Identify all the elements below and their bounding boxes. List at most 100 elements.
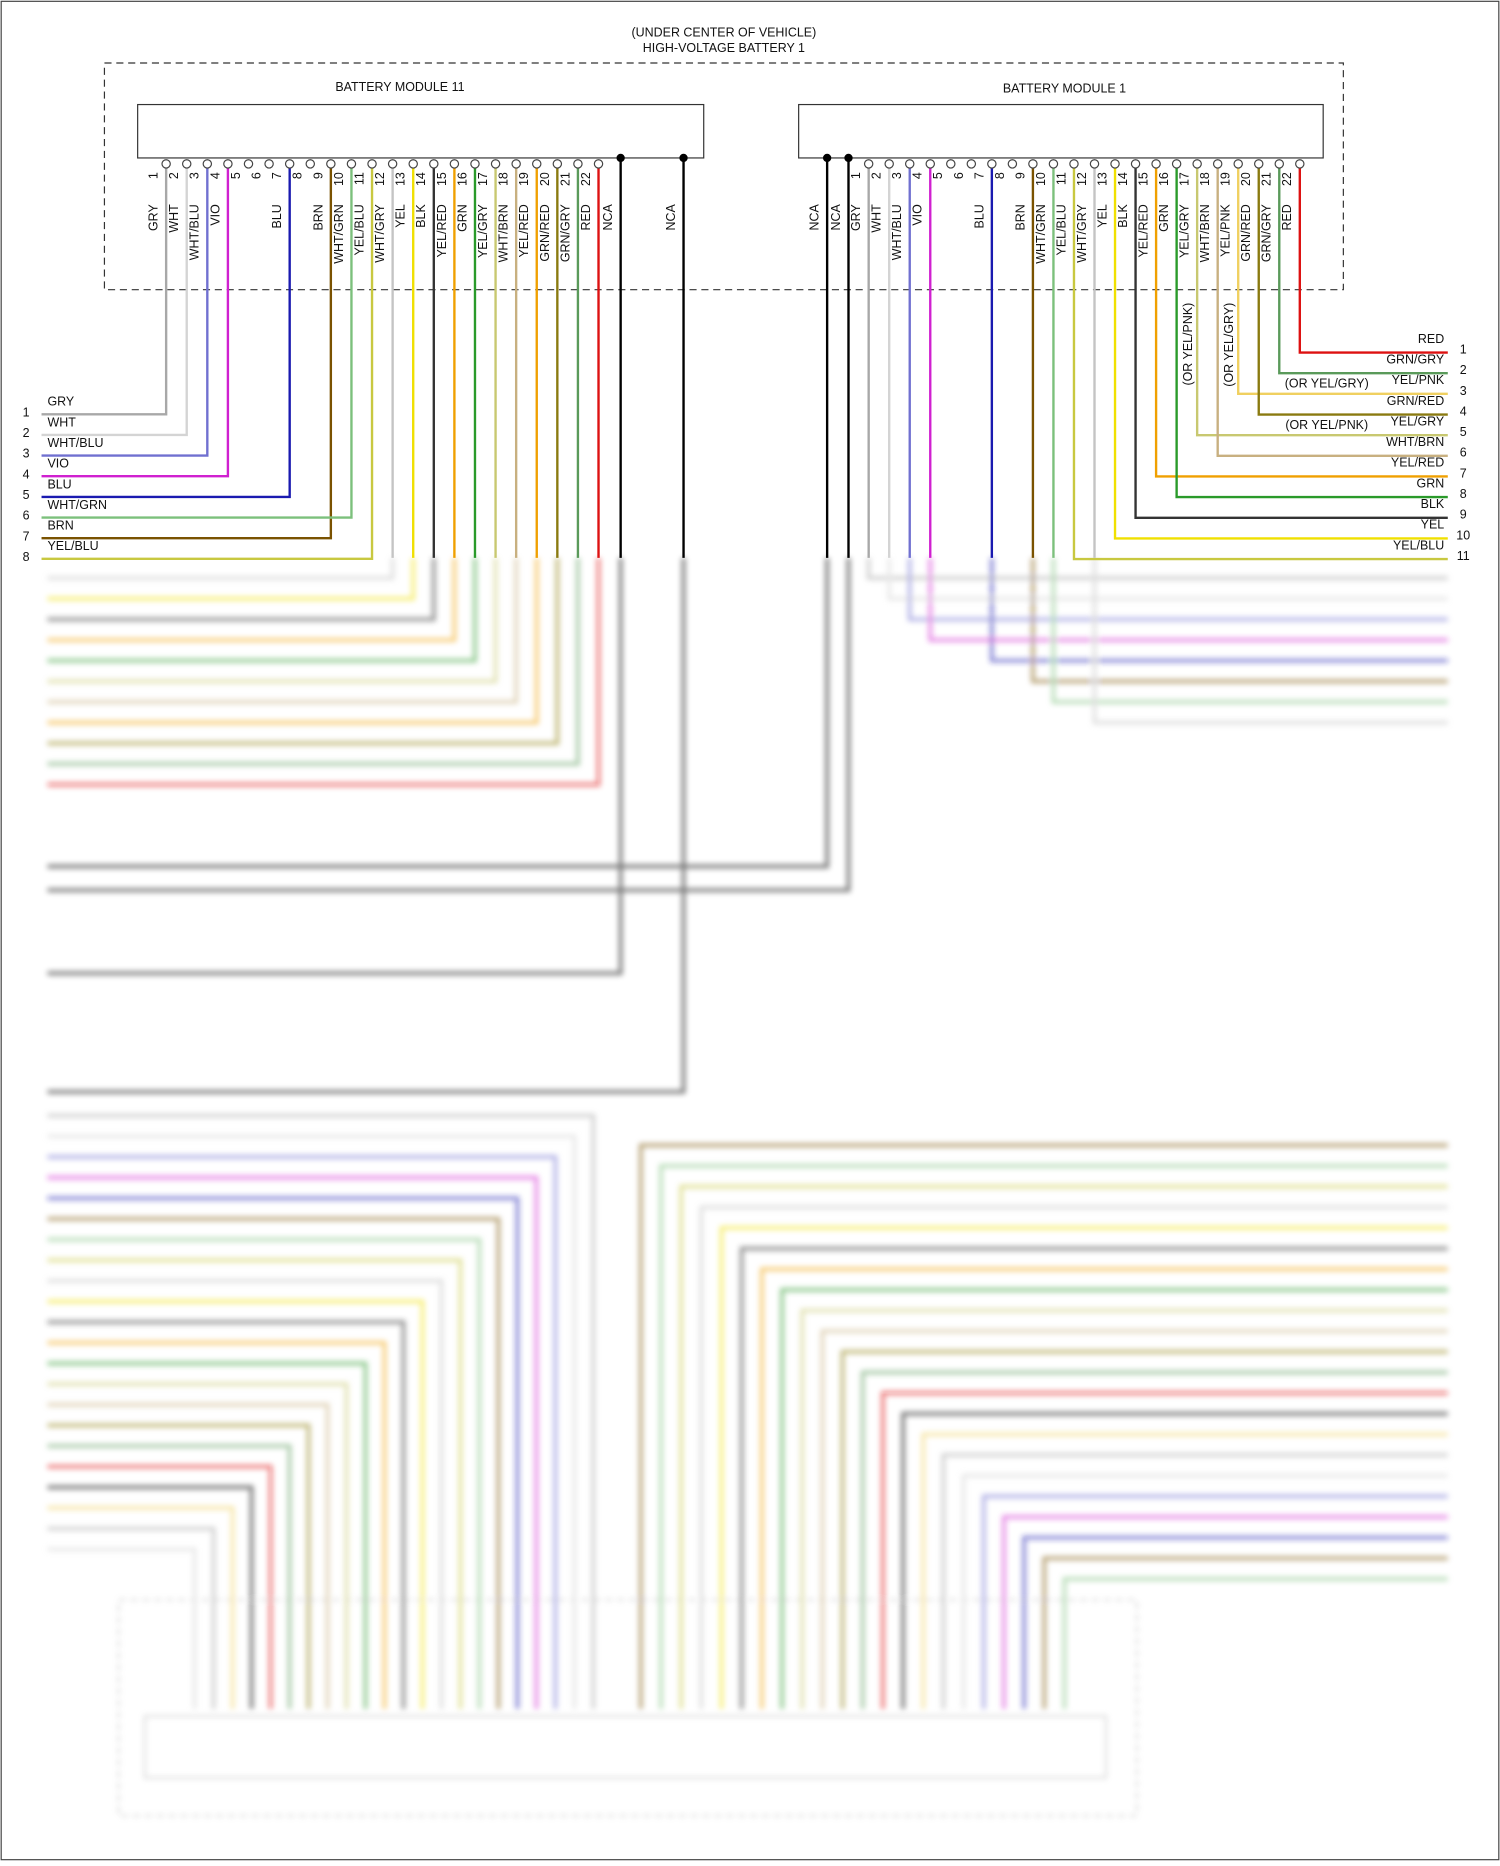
obscured-area [47,557,1448,1817]
pin [264,159,274,169]
pin [1274,159,1285,169]
wire [47,557,477,663]
wire-label: NCA [829,204,843,231]
wire [47,557,601,787]
pin-number: 4 [911,172,925,179]
wire-label: NCA [601,204,615,231]
wire [840,1350,1448,1709]
wire [47,1258,463,1709]
wire [47,1299,425,1709]
pin [387,159,398,169]
wire [47,1196,520,1709]
wire [719,1226,1448,1709]
pin-number: 5 [229,172,243,179]
wire [47,1361,368,1709]
wire [1031,557,1448,684]
connector-wire: WHT [47,415,76,429]
pin [1007,159,1018,169]
connector-wire: YEL/GRY [1390,414,1444,428]
pin-number: 2 [870,172,884,179]
wire [41,168,188,437]
wire [1278,168,1448,375]
pin-number: 18 [1198,172,1212,186]
connector-wire: VIO [47,457,69,471]
wire-label: GRN [455,204,469,232]
pin-number: 6 [952,172,966,179]
wire [699,1205,1448,1709]
pin [573,159,583,169]
pin-number: 16 [1157,172,1171,186]
wire [47,557,415,601]
connector-wire: YEL/BLU [1393,538,1444,552]
wire-label: YEL/BLU [352,204,366,255]
pin [966,159,977,169]
pin-number: 7 [972,172,986,179]
connector-wire: GRN/GRY [1386,352,1445,366]
pin-number: 14 [1116,172,1130,186]
pin [511,159,521,169]
wire-label: RED [579,204,593,230]
pin-number: 21 [558,172,572,186]
battery-outline [103,62,1344,291]
wire [659,1164,1448,1709]
wire [961,1473,1448,1709]
pin [1110,159,1120,169]
location-note: (UNDER CENTER OF VEHICLE) [632,26,817,40]
pin [326,159,336,169]
pin-number: 21 [1260,172,1274,186]
battery-title: HIGH-VOLTAGE BATTERY 1 [643,41,805,55]
pin [946,159,956,169]
pin-number: 20 [1239,172,1253,186]
wire [47,1134,577,1709]
wire-label: GRN/GRY [1260,204,1274,263]
wire [41,168,291,499]
connector-pin: 2 [1460,363,1467,377]
wire-label: BRN [1013,204,1027,230]
pin-number: 4 [208,172,222,179]
alt-label: (OR YEL/PNK) [1181,303,1195,386]
connector-wire: YEL/BLU [47,539,98,553]
pin-number: 2 [167,172,181,179]
connector-pin: 8 [23,550,30,564]
wire [1022,1535,1448,1709]
pin-number: 12 [373,172,387,186]
wire [1062,1577,1448,1709]
wire [1298,168,1448,354]
wire-label: YEL/RED [517,204,531,257]
wire [860,1370,1448,1709]
wire [47,1279,444,1709]
pin [408,159,418,169]
wire [1175,168,1448,499]
wire [47,1382,349,1709]
wire [1072,168,1448,561]
wire [739,1246,1448,1709]
connector-wire: RED [1418,332,1444,346]
pin-number: 17 [1178,172,1192,186]
wire [901,1411,1448,1709]
wire-label: YEL/GRY [1178,204,1192,258]
pin [1089,159,1100,169]
pin-number: 1 [849,172,863,179]
alt-label: (OR YEL/PNK) [1285,418,1368,432]
connector-wire: BRN [47,519,73,533]
connector-pin: 4 [23,467,30,481]
wire-label: GRN/RED [1239,204,1253,261]
pin [1151,159,1161,169]
wire [1002,1515,1448,1709]
wire [47,1526,216,1709]
pin-number: 9 [1013,172,1027,179]
wire [982,1494,1448,1709]
wire [47,557,829,869]
pin-number: 5 [931,172,945,179]
wire [47,1506,235,1709]
connector-pin: 3 [23,447,30,461]
connector-wire: WHT/BLU [47,436,103,450]
pin [1069,159,1079,169]
connector-pin: 2 [23,426,30,440]
connector-wire: GRN/RED [1387,394,1444,408]
junction [616,153,625,163]
connector-pin: 9 [1460,508,1467,522]
wire-label: WHT/BRN [497,204,511,262]
wire-label: WHT [870,204,884,233]
wire-label: VIO [208,204,222,226]
